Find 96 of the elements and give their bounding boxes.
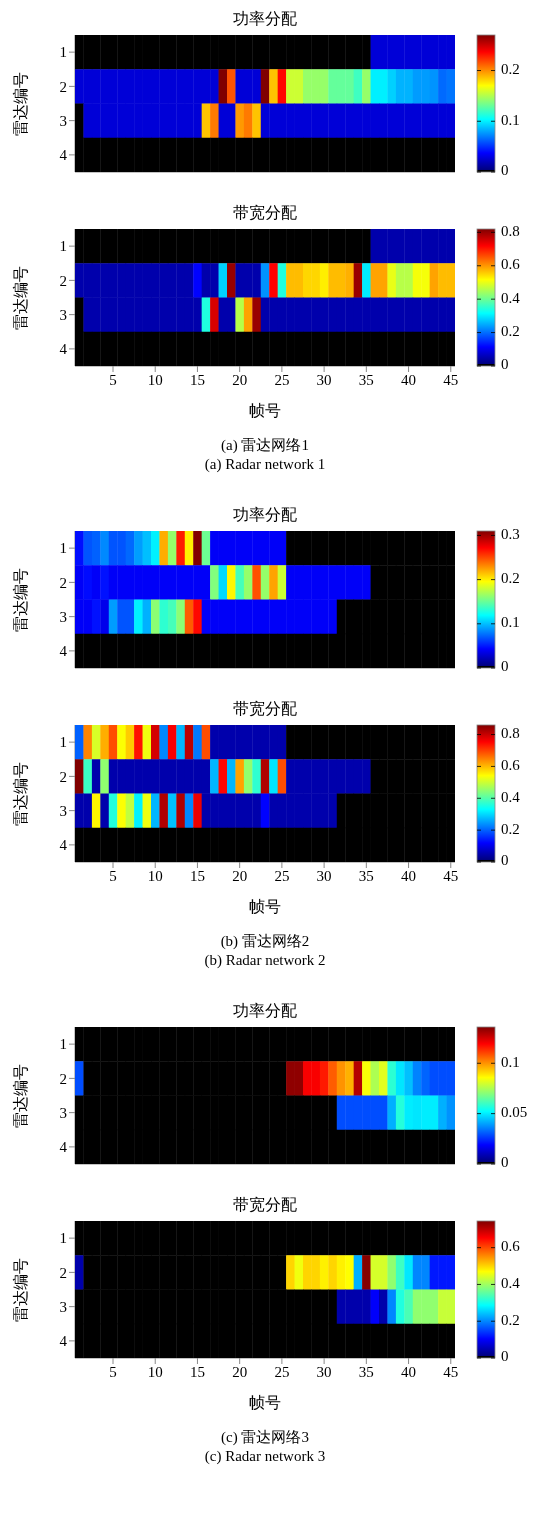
color-bar-label: 0.1 <box>501 1053 520 1070</box>
x-tick-label: 25 <box>274 1363 290 1380</box>
color-bar-label: 0.2 <box>501 1311 520 1328</box>
chart-title: 功率分配 <box>232 505 298 525</box>
y-tick-label: 1 <box>59 540 67 557</box>
x-axis-title: 帧号 <box>249 402 281 419</box>
color-bar-label: 0.4 <box>501 1274 521 1291</box>
y-tick-label: 3 <box>59 306 67 323</box>
color-bar-label: 0 <box>501 1154 509 1171</box>
color-bar-label: 0.1 <box>501 614 520 631</box>
x-tick-label: 40 <box>401 867 417 884</box>
y-tick-label: 1 <box>59 1036 67 1053</box>
x-tick-label: 15 <box>189 867 205 884</box>
y-tick-label: 4 <box>59 1139 68 1156</box>
text: (c) Radar network 3 <box>203 1447 327 1466</box>
x-tick-label: 5 <box>109 371 117 388</box>
chart-title: 带宽分配 <box>232 203 298 223</box>
chart-title: 功率分配 <box>232 9 298 29</box>
y-axis-title: 雷达编号 <box>11 1257 29 1322</box>
x-tick-label: 15 <box>189 1363 205 1380</box>
color-bar-label: 0.6 <box>501 256 521 273</box>
x-tick-label: 35 <box>358 1363 374 1380</box>
x-tick-label: 25 <box>274 867 290 884</box>
y-tick-label: 2 <box>59 1264 67 1281</box>
color-bar-label: 0.4 <box>501 289 521 306</box>
y-tick-label: 3 <box>59 1104 67 1121</box>
x-tick-label: 20 <box>232 371 248 388</box>
x-tick-label: 30 <box>316 867 332 884</box>
color-bar-label: 0.6 <box>501 756 521 773</box>
y-axis-title: 雷达编号 <box>11 567 29 632</box>
chart-title: 功率分配 <box>232 1001 298 1021</box>
x-tick-label: 45 <box>443 371 459 388</box>
x-tick-label: 45 <box>443 1363 459 1380</box>
x-tick-label: 30 <box>316 1363 332 1380</box>
x-tick-label: 10 <box>147 371 163 388</box>
text: (a) Radar network 1 <box>203 455 327 474</box>
y-tick-label: 2 <box>59 574 67 591</box>
y-tick-label: 4 <box>59 147 68 164</box>
y-tick-label: 1 <box>59 1230 67 1247</box>
color-bar-label: 0 <box>501 162 509 179</box>
color-bar-label: 0.4 <box>501 788 521 805</box>
x-axis-title: 帧号 <box>249 898 281 915</box>
y-tick-label: 1 <box>59 734 67 751</box>
color-bar-label: 0.2 <box>501 570 520 587</box>
x-tick-label: 30 <box>316 371 332 388</box>
y-axis-title: 雷达编号 <box>11 1063 29 1128</box>
color-bar-label: 0.2 <box>501 323 520 340</box>
x-tick-label: 5 <box>109 867 117 884</box>
x-tick-label: 35 <box>358 371 374 388</box>
y-tick-label: 4 <box>59 341 68 358</box>
x-tick-label: 45 <box>443 867 459 884</box>
x-tick-label: 10 <box>147 867 163 884</box>
y-axis-title: 雷达编号 <box>11 71 29 136</box>
y-tick-label: 4 <box>59 1333 68 1350</box>
x-tick-label: 15 <box>189 371 205 388</box>
color-bar-label: 0.8 <box>501 222 520 239</box>
x-tick-label: 40 <box>401 371 417 388</box>
y-tick-label: 3 <box>59 608 67 625</box>
color-bar-label: 0.2 <box>501 820 520 837</box>
y-tick-label: 3 <box>59 1298 67 1315</box>
x-tick-label: 35 <box>358 867 374 884</box>
x-tick-label: 5 <box>109 1363 117 1380</box>
text: (b) Radar network 2 <box>203 951 327 970</box>
chart-title: 带宽分配 <box>232 699 298 719</box>
y-tick-label: 2 <box>59 768 67 785</box>
color-bar-label: 0 <box>501 658 509 675</box>
color-bar-label: 0.2 <box>501 60 520 77</box>
x-tick-label: 10 <box>147 1363 163 1380</box>
y-tick-label: 1 <box>59 44 67 61</box>
x-tick-label: 20 <box>232 1363 248 1380</box>
text: (a) 雷达网络1 <box>220 436 310 455</box>
y-tick-label: 3 <box>59 112 67 129</box>
text: (b) 雷达网络2 <box>219 932 311 951</box>
color-bar-label: 0.1 <box>501 111 520 128</box>
y-tick-label: 3 <box>59 802 67 819</box>
color-bar-label: 0 <box>501 1348 509 1365</box>
y-tick-label: 4 <box>59 837 68 854</box>
x-tick-label: 20 <box>232 867 248 884</box>
color-bar-label: 0.05 <box>501 1104 528 1121</box>
y-tick-label: 4 <box>59 643 68 660</box>
text: (c) 雷达网络3 <box>220 1428 310 1447</box>
y-axis-title: 雷达编号 <box>11 265 29 330</box>
y-tick-label: 2 <box>59 1070 67 1087</box>
y-tick-label: 2 <box>59 78 67 95</box>
x-axis-title: 帧号 <box>249 1394 281 1411</box>
color-bar-label: 0.3 <box>501 525 520 542</box>
y-axis-title: 雷达编号 <box>11 761 29 826</box>
color-bar-label: 0.8 <box>501 725 520 741</box>
y-tick-label: 1 <box>59 238 67 255</box>
x-tick-label: 40 <box>401 1363 417 1380</box>
y-tick-label: 2 <box>59 272 67 289</box>
color-bar-label: 0 <box>501 852 509 869</box>
color-bar-label: 0 <box>501 356 509 373</box>
x-tick-label: 25 <box>274 371 290 388</box>
chart-title: 带宽分配 <box>232 1195 298 1215</box>
color-bar-label: 0.6 <box>501 1238 521 1255</box>
